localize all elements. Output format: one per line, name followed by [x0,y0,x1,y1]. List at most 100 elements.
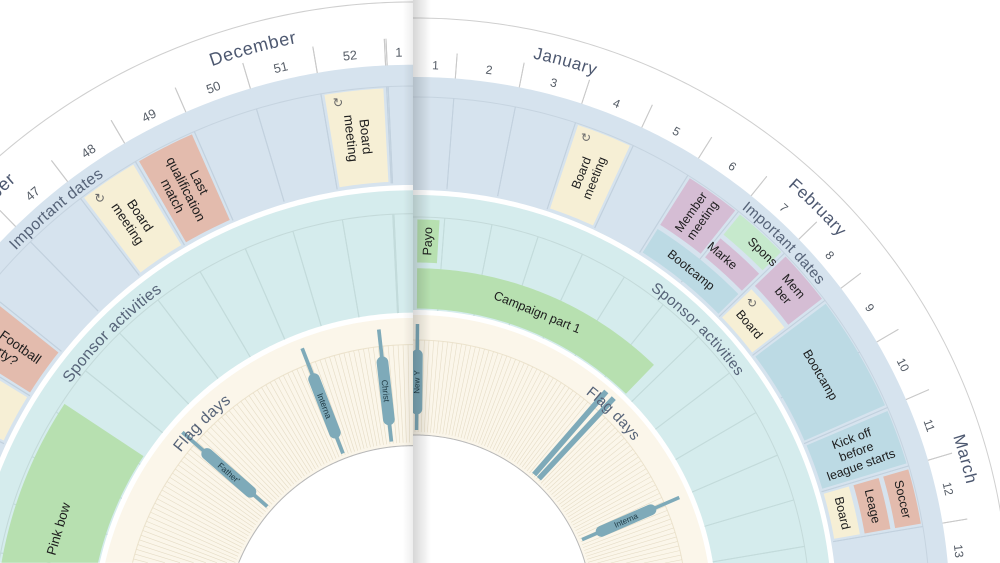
calendar-item-block [823,486,860,539]
week-divider [840,272,862,289]
flag-marker-bar [532,389,609,477]
week-number: 4 [611,96,623,112]
day-tick [152,507,241,551]
week-divider [392,214,399,314]
week-divider [0,376,31,397]
day-tick [372,347,388,445]
calendar-item-block [84,164,182,273]
flag-day-marker[interactable] [536,396,616,481]
calendar-item[interactable]: Pink bow [1,403,144,563]
day-tick [433,341,444,433]
week-divider [905,389,930,400]
day-tick [643,554,682,563]
sync-icon: ↻ [94,191,105,206]
day-tick [430,340,439,433]
day-tick [338,354,365,449]
day-tick [559,449,634,505]
week-divider [518,62,525,88]
calendar-item[interactable]: Soccer [883,469,921,529]
day-tick [142,530,228,563]
day-tick [511,382,562,461]
week-divider [134,161,185,246]
day-tick [343,352,368,449]
day-tick [137,544,194,563]
week-divider [497,106,516,197]
calendar-item[interactable]: Board [823,486,860,539]
calendar-item-block [755,303,886,441]
calendar-item-block [754,256,822,325]
day-tick [140,534,217,563]
week-divider [385,38,388,66]
month-label-text: March [949,432,980,486]
calendar-item[interactable]: Kick offbeforeleague starts [806,410,907,489]
calendar-item[interactable]: Boardmeeting↻ [324,88,389,188]
day-tick [291,370,334,461]
week-divider [244,248,286,340]
calendar-item-block [883,469,921,529]
week-divider [752,299,826,356]
day-tick [570,476,652,523]
page-fold-shadow-left [403,0,413,563]
day-tick [210,426,280,498]
day-tick [587,532,676,560]
day-tick [164,485,249,537]
week-divider [454,53,458,79]
calendar-item[interactable]: Member [754,256,822,325]
month-label: January [532,44,600,80]
week-grid [0,38,399,563]
calendar-item[interactable]: Boardmeeting↻ [550,125,630,226]
day-tick [265,384,316,470]
day-tick [572,480,654,526]
day-tick [442,343,458,435]
week-divider [0,441,5,445]
calendar-item[interactable]: The FootballParty? [0,306,59,393]
day-tick [154,502,243,548]
day-tick [136,549,181,563]
calendar-item[interactable]: Membermeeting [660,178,736,254]
calendar-item[interactable]: Boardmeeting↻ [0,372,28,441]
flag-marker-tag [595,504,657,537]
day-tick [296,368,337,459]
flag-day-marker[interactable]: Christ [376,329,395,442]
day-tick [221,416,287,491]
week-divider [110,120,126,144]
day-tick [144,525,236,563]
day-tick [489,364,529,449]
day-tick [319,359,352,453]
flag-day-marker[interactable] [532,389,609,477]
calendar-item[interactable]: Boardmeeting↻ [84,164,182,273]
day-tick [156,498,244,545]
day-tick [190,448,266,512]
calendar-item-block [806,410,907,489]
week-number: 12 [940,481,957,497]
day-tick [358,349,378,446]
day-tick [228,410,292,487]
day-tick [240,401,300,481]
day-tick [244,398,303,479]
week-divider [174,87,187,113]
day-tick [261,387,314,471]
calendar-item-label-line: meeting [341,114,361,163]
day-tick [454,346,476,437]
day-tick [553,438,625,498]
day-tick [436,341,448,434]
day-tick [495,368,538,452]
calendar-item-block [660,178,736,254]
day-tick [206,430,277,500]
calendar-item[interactable]: Leage [853,477,891,534]
week-divider [546,122,576,210]
day-tick [562,456,639,510]
day-tick [516,387,570,464]
day-tick [582,514,670,548]
calendar-item-block [416,268,654,394]
calendar-item[interactable]: Bootcamp [755,303,886,441]
week-number: 13 [951,544,966,559]
calendar-item-block [705,238,760,291]
day-tick [664,559,682,563]
day-tick [203,434,275,503]
day-tick [445,343,462,435]
week-divider [85,370,163,434]
week-divider [691,454,778,493]
day-tick [524,395,581,470]
week-divider [594,145,634,229]
